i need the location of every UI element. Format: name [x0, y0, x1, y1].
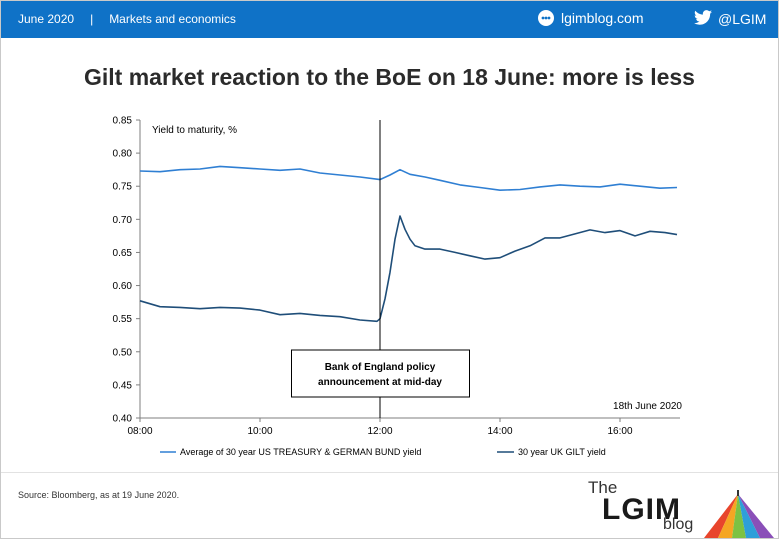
x-tick-label: 16:00	[607, 426, 632, 437]
site-url[interactable]: lgimblog.com	[561, 10, 644, 26]
twitter-link[interactable]: @LGIM	[694, 10, 766, 28]
lgim-blog-logo: The LGIM blog	[580, 478, 779, 538]
date-label: 18th June 2020	[613, 401, 682, 412]
y-tick-label: 0.50	[113, 347, 133, 358]
header-section: Markets and economics	[109, 12, 236, 26]
header-date: June 2020	[18, 12, 75, 26]
logo-blog: blog	[663, 516, 694, 533]
header-bar: June 2020 | Markets and economics lgimblog…	[1, 1, 778, 38]
y-tick-label: 0.45	[113, 380, 133, 391]
annotation-text-line2: announcement at mid-day	[318, 377, 442, 388]
source-note: Source: Bloomberg, as at 19 June 2020.	[18, 490, 180, 500]
twitter-handle[interactable]: @LGIM	[718, 11, 767, 27]
y-tick-label: 0.40	[113, 414, 133, 425]
lgim-blog-icon	[538, 10, 554, 26]
series-layer	[139, 165, 678, 323]
legend-label-uk-gilt: 30 year UK GILT yield	[518, 447, 606, 457]
y-tick-label: 0.70	[113, 215, 133, 226]
x-tick-label: 08:00	[127, 426, 152, 437]
x-tick-label: 12:00	[367, 426, 392, 437]
chart-title: Gilt market reaction to the BoE on 18 Ju…	[84, 64, 695, 90]
x-tick-label: 14:00	[487, 426, 512, 437]
x-tick-label: 10:00	[247, 426, 272, 437]
y-tick-label: 0.60	[113, 281, 133, 292]
series-line-uk-gilt	[139, 215, 678, 323]
legend: Average of 30 year US TREASURY & GERMAN …	[160, 447, 606, 457]
y-tick-label: 0.55	[113, 314, 133, 325]
logo-the: The	[588, 478, 618, 497]
annotation-text-line1: Bank of England policy	[325, 362, 436, 373]
footer-divider	[1, 472, 778, 473]
annotation-box	[291, 349, 470, 398]
y-tick-label: 0.65	[113, 248, 133, 259]
y-tick-label: 0.85	[113, 116, 133, 127]
series-line-treasury-bund	[139, 165, 678, 191]
y-axis: 0.40 0.45 0.50 0.55 0.60 0.65 0.70 0.75 0.80 0.85	[113, 116, 141, 425]
logo-lgim: LGIM	[602, 493, 681, 526]
y-tick-label: 0.75	[113, 182, 133, 193]
legend-label-treasury-bund: Average of 30 year US TREASURY & GERMAN …	[180, 447, 421, 457]
umbrella-icon	[704, 490, 774, 538]
y-axis-label: Yield to maturity, %	[152, 125, 237, 136]
y-tick-label: 0.80	[113, 149, 133, 160]
header-left: June 2020 | Markets and economics	[18, 12, 236, 26]
line-chart: 0.40 0.45 0.50 0.55 0.60 0.65 0.70 0.75 0.80 0.85…	[113, 116, 683, 458]
header-separator: |	[90, 12, 94, 26]
x-axis: 08:00 10:00 12:00 14:00 16:00	[127, 417, 680, 437]
site-link[interactable]: lgimblog.com	[538, 10, 643, 26]
twitter-bird-icon	[694, 10, 712, 28]
